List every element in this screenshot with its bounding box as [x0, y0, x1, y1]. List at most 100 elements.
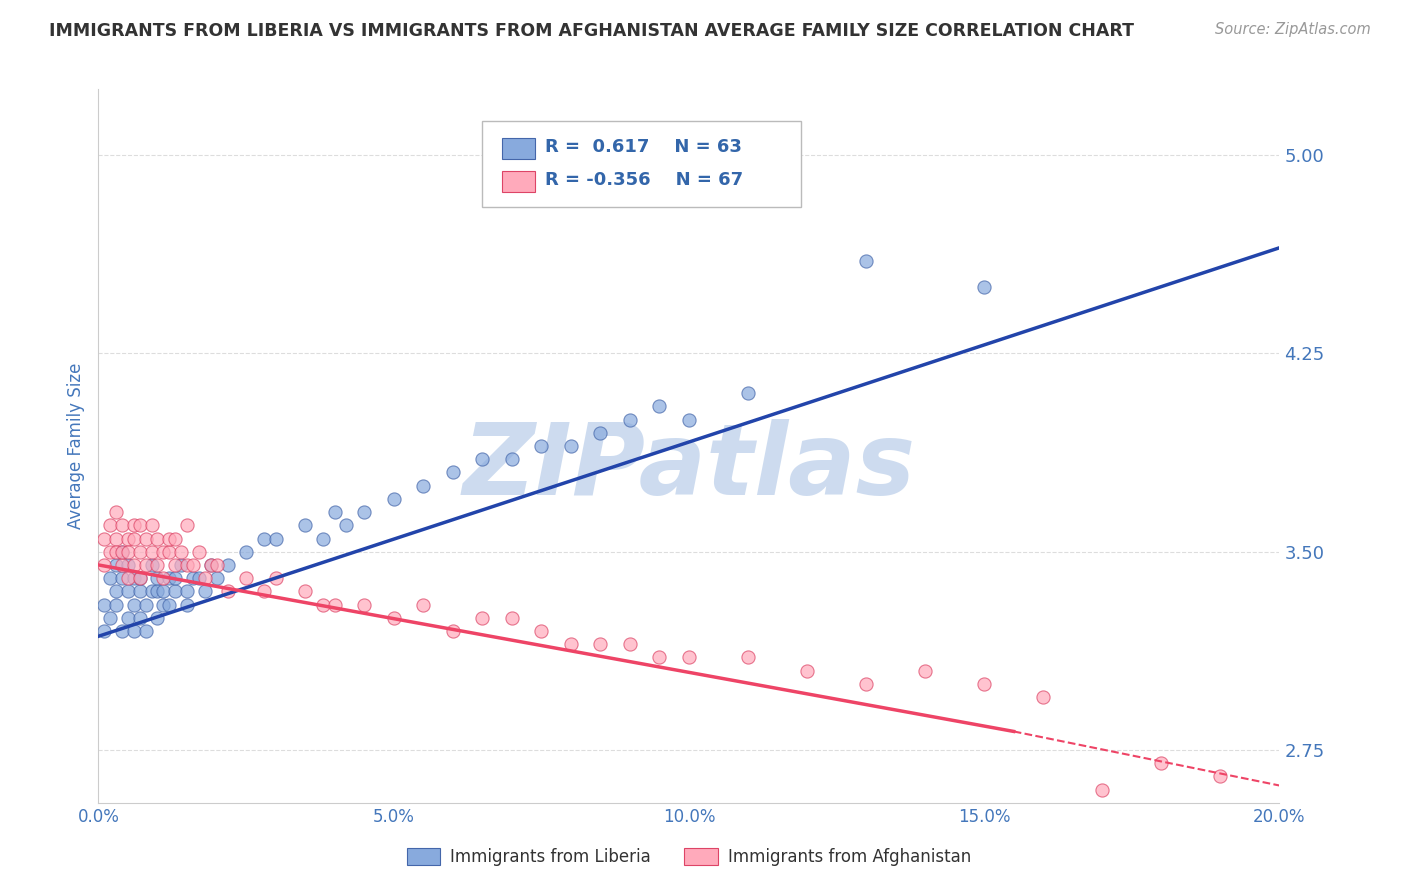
Point	[165, 532, 187, 546]
Point	[170, 545, 193, 559]
Point	[194, 584, 217, 599]
Point	[855, 677, 877, 691]
Text: R = -0.356    N = 67: R = -0.356 N = 67	[546, 171, 742, 189]
Point	[105, 545, 128, 559]
Point	[253, 584, 276, 599]
Point	[441, 466, 464, 480]
Point	[264, 532, 287, 546]
Point	[146, 584, 169, 599]
Point	[141, 584, 163, 599]
Point	[128, 518, 150, 533]
Point	[122, 518, 145, 533]
Point	[187, 571, 209, 585]
Point	[294, 518, 316, 533]
Point	[412, 598, 434, 612]
Point	[335, 518, 357, 533]
Point	[501, 452, 523, 467]
Point	[93, 598, 115, 612]
Point	[117, 532, 139, 546]
Point	[176, 558, 198, 572]
Point	[176, 598, 198, 612]
Point	[98, 545, 121, 559]
Point	[1150, 756, 1173, 771]
Y-axis label: Average Family Size: Average Family Size	[66, 363, 84, 529]
Point	[217, 558, 239, 572]
Point	[678, 650, 700, 665]
Point	[471, 452, 494, 467]
Point	[648, 650, 671, 665]
Point	[98, 611, 121, 625]
Point	[157, 571, 180, 585]
Point	[111, 545, 134, 559]
Point	[117, 545, 139, 559]
Point	[98, 571, 121, 585]
Point	[914, 664, 936, 678]
Point	[176, 518, 198, 533]
Point	[796, 664, 818, 678]
Point	[122, 624, 145, 638]
Point	[165, 571, 187, 585]
Point	[323, 505, 346, 519]
Point	[117, 611, 139, 625]
Point	[105, 558, 128, 572]
Point	[105, 584, 128, 599]
Bar	[502, 137, 536, 159]
Point	[165, 584, 187, 599]
Point	[146, 532, 169, 546]
Point	[152, 598, 174, 612]
Point	[205, 571, 228, 585]
Legend: Immigrants from Liberia, Immigrants from Afghanistan: Immigrants from Liberia, Immigrants from…	[401, 841, 977, 873]
Point	[253, 532, 276, 546]
Point	[93, 532, 115, 546]
Point	[135, 598, 157, 612]
Point	[678, 412, 700, 426]
Point	[589, 425, 612, 440]
Point	[141, 545, 163, 559]
Point	[105, 532, 128, 546]
Point	[111, 571, 134, 585]
Point	[205, 558, 228, 572]
Point	[382, 491, 405, 506]
Point	[353, 505, 375, 519]
Point	[737, 386, 759, 401]
Point	[135, 558, 157, 572]
Point	[648, 400, 671, 414]
Point	[589, 637, 612, 651]
Point	[111, 518, 134, 533]
Point	[128, 584, 150, 599]
Point	[105, 598, 128, 612]
Point	[117, 558, 139, 572]
Point	[157, 598, 180, 612]
Point	[157, 532, 180, 546]
Point	[122, 598, 145, 612]
Point	[235, 545, 257, 559]
Point	[165, 558, 187, 572]
FancyBboxPatch shape	[482, 121, 801, 207]
Point	[412, 478, 434, 492]
Point	[1032, 690, 1054, 704]
Point	[111, 624, 134, 638]
Point	[560, 637, 582, 651]
Point	[117, 584, 139, 599]
Point	[973, 280, 995, 294]
Point	[294, 584, 316, 599]
Point	[128, 571, 150, 585]
Point	[135, 624, 157, 638]
Point	[1209, 769, 1232, 783]
Point	[973, 677, 995, 691]
Point	[530, 439, 553, 453]
Text: Source: ZipAtlas.com: Source: ZipAtlas.com	[1215, 22, 1371, 37]
Point	[146, 611, 169, 625]
Point	[235, 571, 257, 585]
Point	[141, 518, 163, 533]
Point	[122, 558, 145, 572]
Point	[501, 611, 523, 625]
Point	[128, 611, 150, 625]
Point	[93, 624, 115, 638]
Point	[128, 571, 150, 585]
Point	[471, 611, 494, 625]
Point	[323, 598, 346, 612]
Point	[200, 558, 222, 572]
Point	[98, 518, 121, 533]
Point	[194, 571, 217, 585]
